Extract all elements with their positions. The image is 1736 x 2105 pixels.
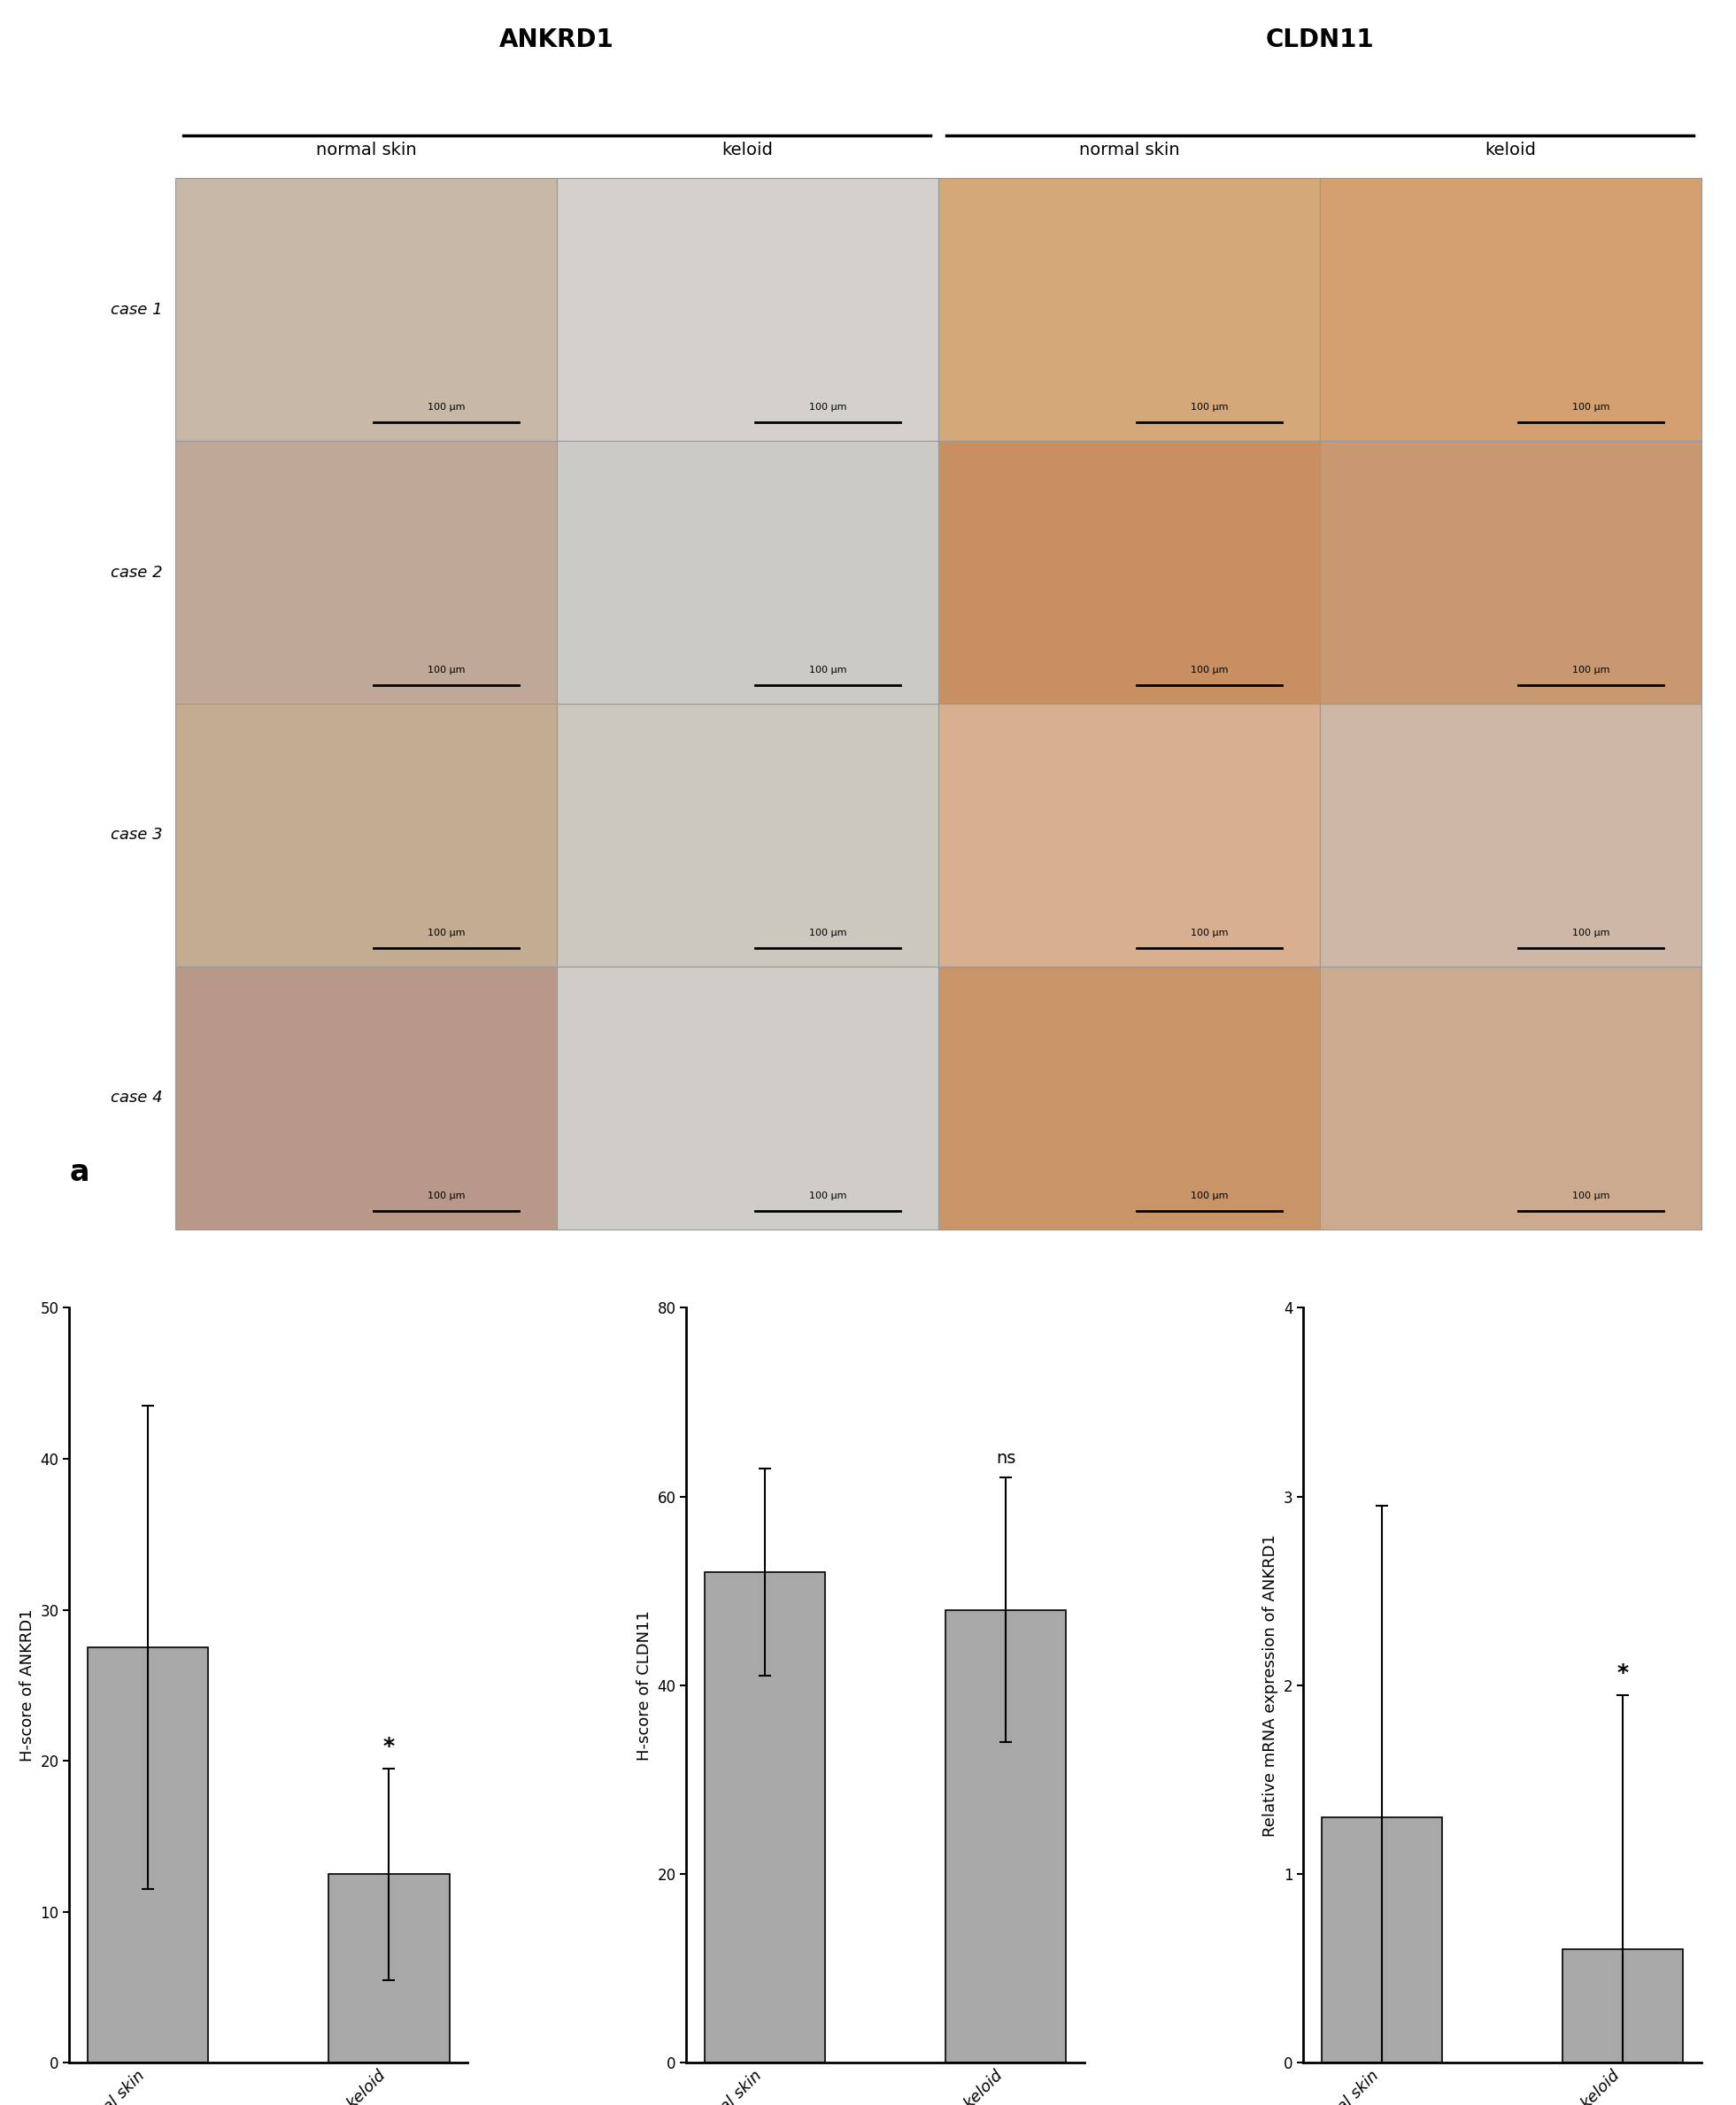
Bar — [939, 703, 1319, 966]
Text: ns: ns — [996, 1450, 1016, 1467]
Y-axis label: H-score of CLDN11: H-score of CLDN11 — [637, 1610, 653, 1760]
Y-axis label: H-score of ANKRD1: H-score of ANKRD1 — [19, 1608, 35, 1762]
Text: a: a — [69, 1158, 89, 1187]
Bar — [557, 440, 939, 703]
Text: 100 μm: 100 μm — [427, 665, 465, 676]
Text: 100 μm: 100 μm — [427, 1191, 465, 1200]
Bar — [1319, 703, 1701, 966]
Bar — [1321, 1817, 1443, 2063]
Text: case 4: case 4 — [111, 1090, 163, 1105]
Bar — [1319, 179, 1701, 440]
Bar — [175, 440, 557, 703]
Text: 100 μm: 100 μm — [1191, 404, 1227, 413]
Text: normal skin: normal skin — [316, 141, 417, 158]
Text: 100 μm: 100 μm — [1571, 404, 1609, 413]
Text: 100 μm: 100 μm — [809, 928, 847, 937]
Text: 100 μm: 100 μm — [1191, 1191, 1227, 1200]
Text: case 1: case 1 — [111, 301, 163, 318]
Bar — [557, 966, 939, 1229]
Text: 100 μm: 100 μm — [1571, 928, 1609, 937]
Text: *: * — [384, 1737, 394, 1758]
Bar — [705, 1572, 825, 2063]
Text: CLDN11: CLDN11 — [1266, 27, 1375, 53]
Text: *: * — [1616, 1663, 1628, 1684]
Text: case 2: case 2 — [111, 564, 163, 581]
Text: 100 μm: 100 μm — [427, 404, 465, 413]
Bar — [557, 179, 939, 440]
Bar — [328, 1873, 450, 2063]
Bar — [939, 440, 1319, 703]
Text: 100 μm: 100 μm — [427, 928, 465, 937]
Bar — [87, 1648, 208, 2063]
Bar — [175, 966, 557, 1229]
Text: 100 μm: 100 μm — [1571, 1191, 1609, 1200]
Bar — [939, 966, 1319, 1229]
Text: case 3: case 3 — [111, 827, 163, 842]
Bar — [1319, 440, 1701, 703]
Text: 100 μm: 100 μm — [1191, 665, 1227, 676]
Y-axis label: Relative mRNA expression of ANKRD1: Relative mRNA expression of ANKRD1 — [1262, 1535, 1278, 1838]
Text: 100 μm: 100 μm — [809, 1191, 847, 1200]
Text: 100 μm: 100 μm — [809, 404, 847, 413]
Text: 100 μm: 100 μm — [1571, 665, 1609, 676]
Text: 100 μm: 100 μm — [809, 665, 847, 676]
Text: ANKRD1: ANKRD1 — [500, 27, 615, 53]
Text: normal skin: normal skin — [1078, 141, 1179, 158]
Bar — [557, 703, 939, 966]
Text: 100 μm: 100 μm — [1191, 928, 1227, 937]
Bar — [939, 179, 1319, 440]
Bar — [1562, 1949, 1684, 2063]
Bar — [175, 179, 557, 440]
Bar — [175, 703, 557, 966]
Bar — [1319, 966, 1701, 1229]
Bar — [946, 1610, 1066, 2063]
Text: keloid: keloid — [1484, 141, 1536, 158]
Text: keloid: keloid — [722, 141, 773, 158]
